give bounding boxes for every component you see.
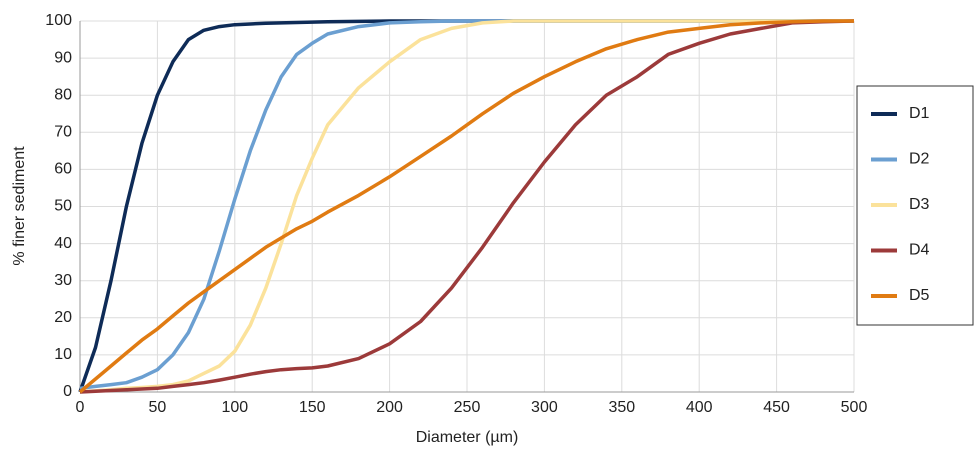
y-tick-label: 40 bbox=[54, 235, 72, 252]
x-tick-label: 100 bbox=[221, 399, 248, 416]
y-tick-label: 50 bbox=[54, 198, 72, 215]
x-tick-label: 300 bbox=[531, 399, 558, 416]
x-tick-label: 350 bbox=[608, 399, 635, 416]
x-tick-label: 250 bbox=[454, 399, 481, 416]
x-axis-label: Diameter (µm) bbox=[416, 429, 519, 446]
data-line bbox=[79, 19, 855, 394]
y-tick-label: 20 bbox=[54, 309, 72, 326]
x-tick-label: 0 bbox=[76, 399, 85, 416]
y-tick-label: 30 bbox=[54, 272, 72, 289]
y-tick-label: 0 bbox=[63, 383, 72, 400]
x-tick-label: 400 bbox=[686, 399, 713, 416]
legend-label: D1 bbox=[909, 105, 930, 122]
data-line bbox=[78, 19, 854, 394]
x-tick-label: 500 bbox=[841, 399, 868, 416]
x-tick-label: 450 bbox=[763, 399, 790, 416]
legend-label: D4 bbox=[909, 242, 930, 259]
x-tick-label: 50 bbox=[149, 399, 167, 416]
y-tick-label: 60 bbox=[54, 161, 72, 178]
x-tick-label: 150 bbox=[299, 399, 326, 416]
x-tick-label: 200 bbox=[376, 399, 403, 416]
y-tick-label: 70 bbox=[54, 124, 72, 141]
legend-label: D3 bbox=[909, 196, 930, 213]
legend-label: D5 bbox=[909, 287, 930, 304]
y-tick-label: 80 bbox=[54, 86, 72, 103]
y-tick-label: 10 bbox=[54, 346, 72, 363]
y-tick-label: 90 bbox=[54, 49, 72, 66]
y-axis-label: % finer sediment bbox=[11, 146, 28, 266]
legend-label: D2 bbox=[909, 151, 930, 168]
data-line bbox=[79, 19, 854, 394]
y-tick-label: 100 bbox=[45, 12, 72, 29]
